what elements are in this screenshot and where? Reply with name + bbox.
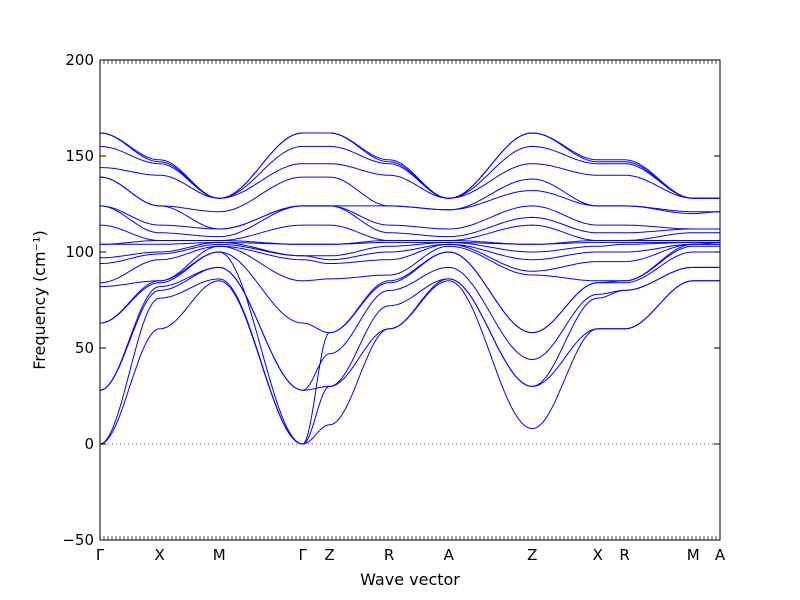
y-tick-label: 150 — [65, 147, 94, 165]
x-tick-label: X — [154, 546, 164, 564]
x-tick-label: A — [444, 546, 455, 564]
band-line — [99, 224, 720, 241]
band-lines — [99, 132, 720, 445]
band-line — [99, 205, 720, 230]
band-line — [99, 176, 720, 213]
x-tick-label: A — [715, 546, 726, 564]
y-axis-label: Frequency (cm⁻¹) — [30, 230, 49, 369]
y-axis-ticks: −50 0 50 100 150 200 — [62, 51, 720, 549]
y-tick-label: 50 — [75, 339, 94, 357]
x-tick-label: M — [687, 546, 700, 564]
x-tick-label: Z — [324, 546, 334, 564]
x-tick-label: Γ — [299, 546, 308, 564]
y-tick-label: 200 — [65, 51, 94, 69]
x-tick-label: Z — [527, 546, 537, 564]
x-tick-label: X — [593, 546, 603, 564]
band-line — [99, 132, 720, 199]
band-line — [99, 163, 720, 199]
band-line — [100, 241, 720, 245]
y-tick-label: 100 — [65, 243, 94, 261]
plot-frame — [99, 59, 721, 541]
plot-area — [100, 60, 720, 540]
x-tick-label: R — [619, 546, 629, 564]
band-line — [100, 241, 720, 264]
y-tick-label: −50 — [62, 531, 94, 549]
x-tick-label: Γ — [96, 546, 105, 564]
x-axis-label: Wave vector — [360, 570, 460, 589]
band-line — [99, 278, 720, 445]
x-tick-label: R — [384, 546, 394, 564]
band-line — [99, 243, 720, 284]
band-line — [99, 205, 720, 238]
x-tick-label: M — [213, 546, 226, 564]
y-tick-label: 0 — [84, 435, 94, 453]
band-line — [99, 243, 720, 288]
band-line — [99, 266, 720, 391]
